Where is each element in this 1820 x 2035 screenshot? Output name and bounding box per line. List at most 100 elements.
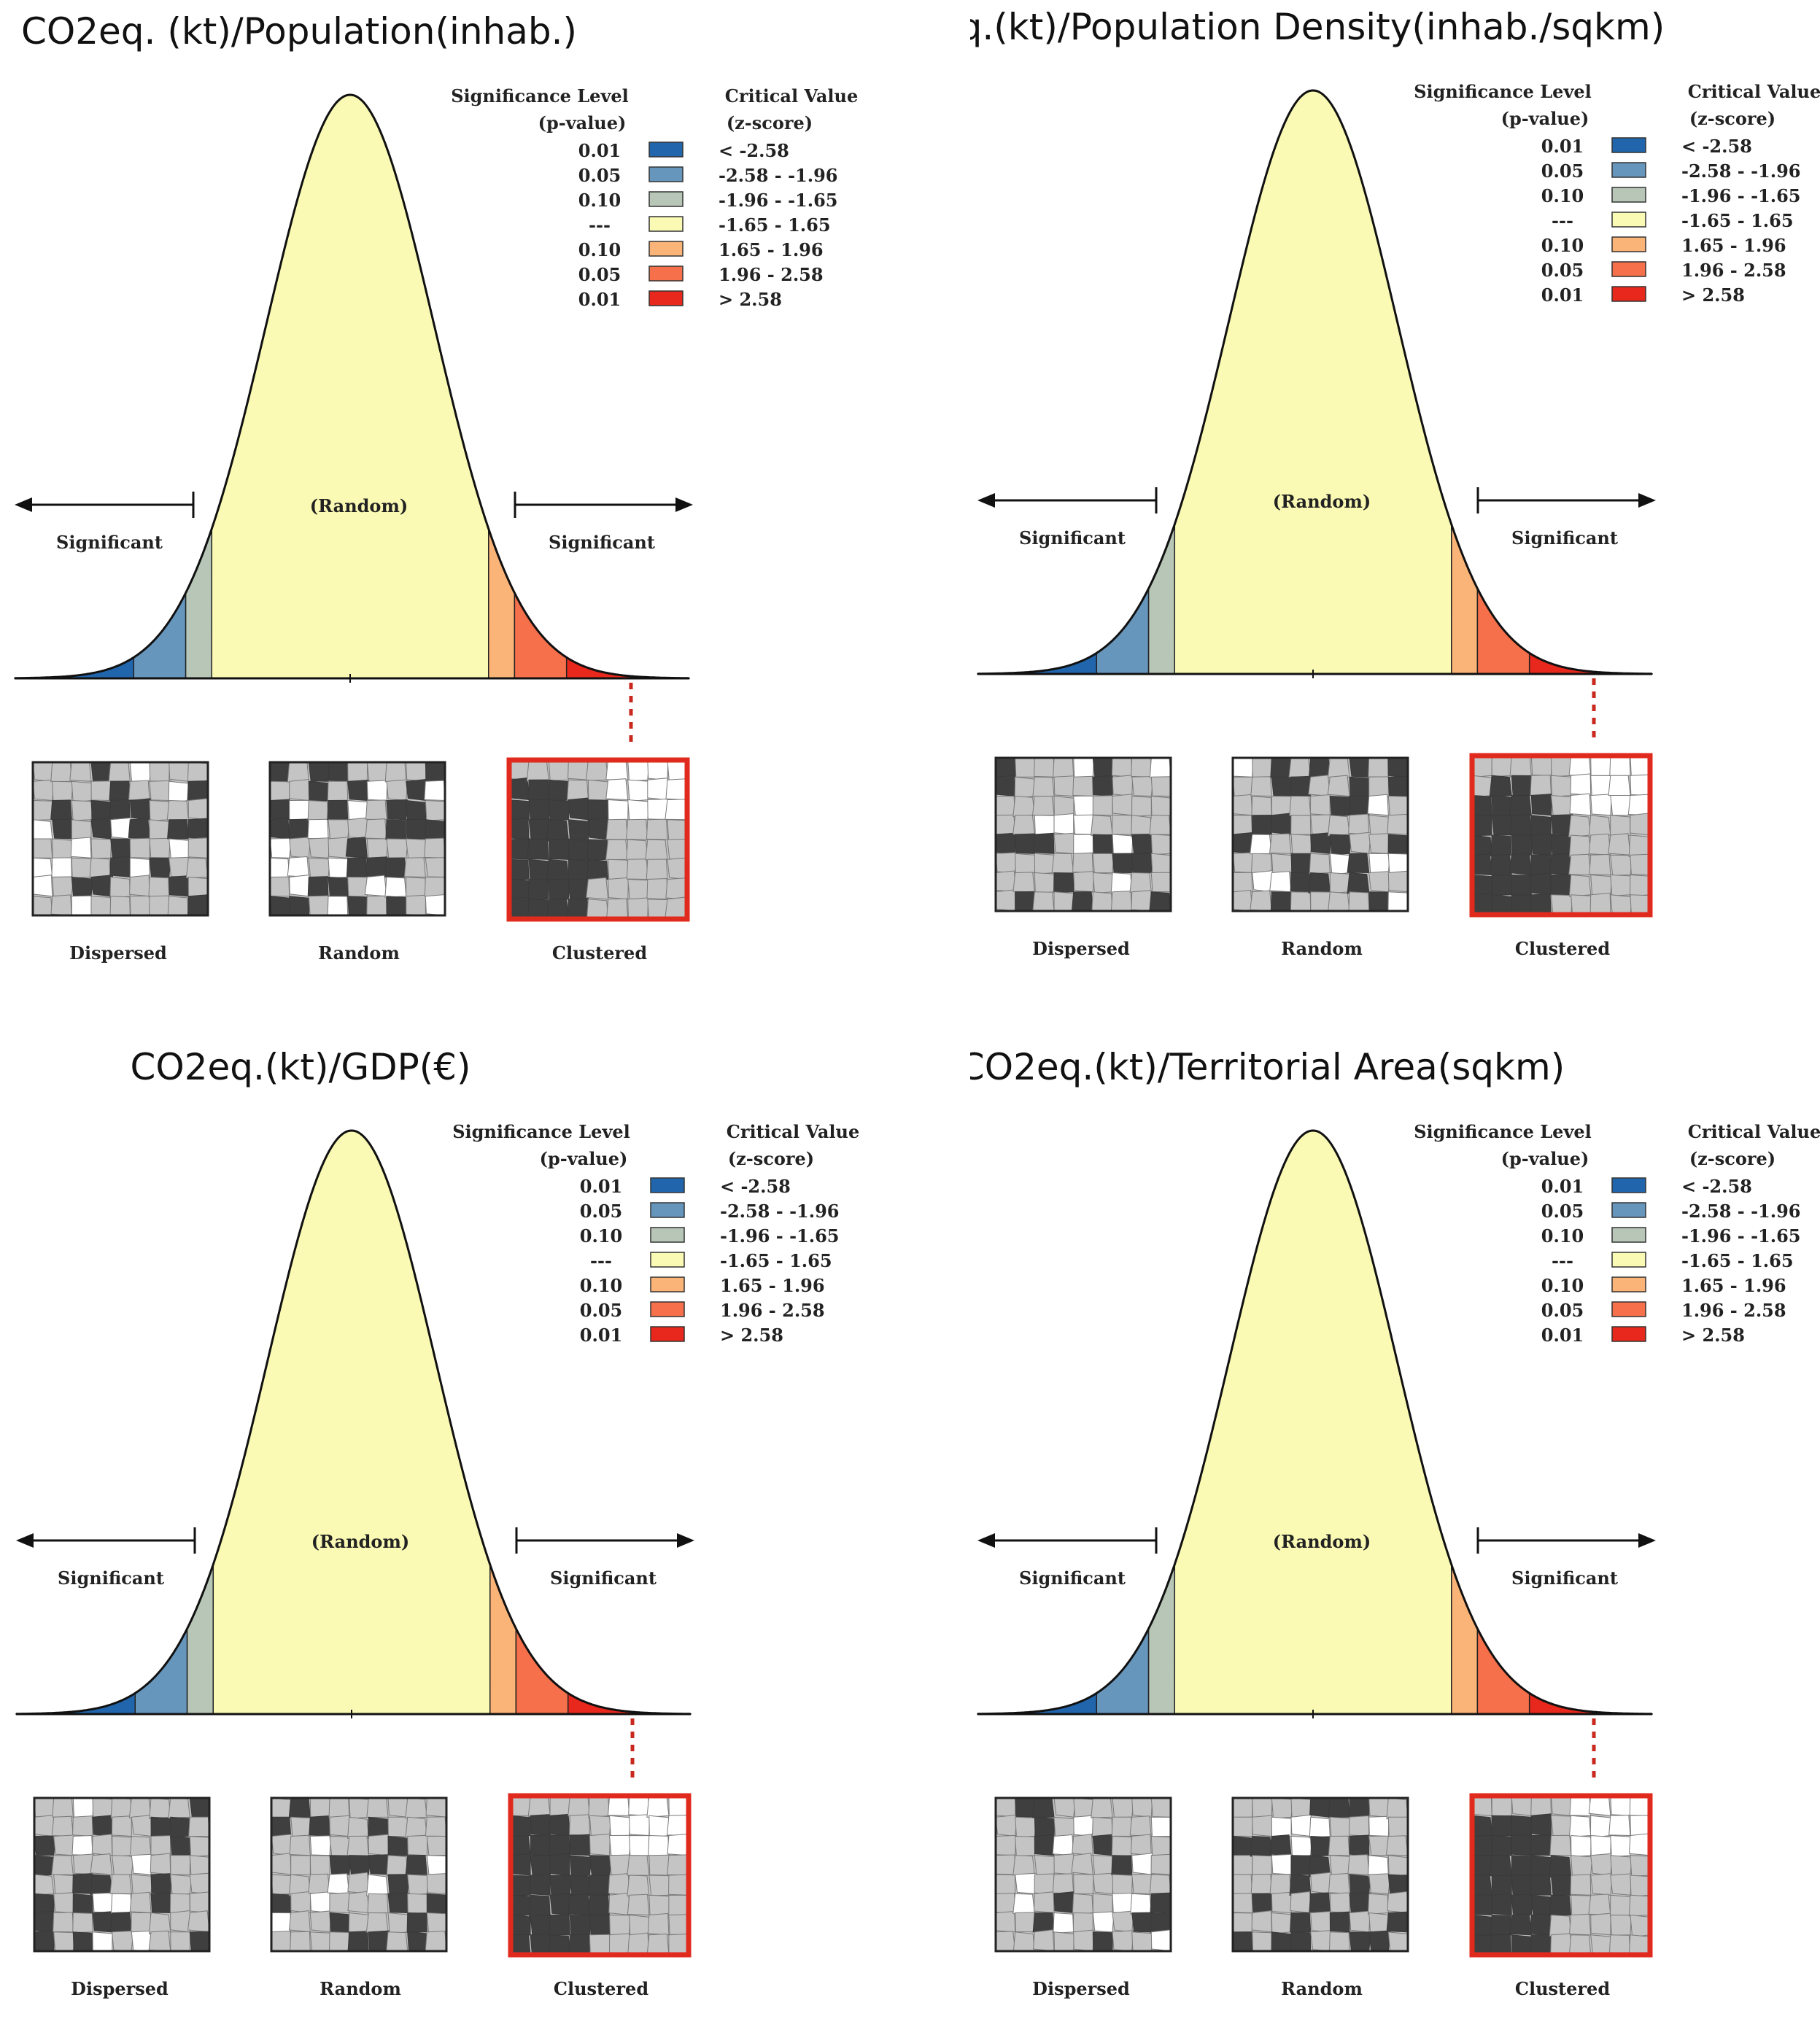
- map-polygon: [187, 761, 209, 783]
- legend-z-score: -1.65 - 1.65: [720, 1250, 832, 1271]
- map-polygon: [1368, 776, 1389, 797]
- map-polygon: [995, 795, 1016, 816]
- map-polygon: [425, 894, 446, 916]
- map-polygon: [527, 1795, 551, 1817]
- map-polygon: [387, 1835, 408, 1858]
- map-polygon: [34, 1855, 55, 1877]
- map-polygon: [1232, 1797, 1253, 1818]
- map-polygon: [1630, 853, 1651, 876]
- map-polygon: [1290, 853, 1312, 874]
- map-polygon: [129, 895, 151, 916]
- left-significance-arrow: [977, 1527, 1158, 1554]
- legend-row: 0.05 1.96 - 2.58: [578, 264, 824, 285]
- left-significance-arrow: [977, 487, 1158, 513]
- map-polygon: [328, 819, 350, 840]
- map-label-clustered: Clustered: [552, 942, 647, 964]
- map-polygon: [568, 858, 589, 881]
- map-polygon: [1252, 1797, 1273, 1818]
- map-polygon: [1349, 1931, 1371, 1952]
- map-polygon: [1310, 1835, 1332, 1857]
- map-polygon: [1367, 794, 1389, 816]
- map-polygon: [1129, 872, 1152, 893]
- map-polygon: [34, 1835, 56, 1856]
- map-polygon: [346, 1835, 369, 1856]
- legend-z-score: < -2.58: [1681, 1176, 1752, 1197]
- map-polygon: [170, 1855, 191, 1875]
- map-polygon: [1491, 755, 1512, 778]
- clustered-highlight-border: [508, 1793, 692, 1958]
- map-polygon: [1053, 872, 1074, 893]
- map-polygon: [345, 837, 368, 858]
- map-polygon: [1271, 813, 1292, 835]
- map-polygon: [347, 761, 368, 783]
- map-polygon: [526, 759, 549, 782]
- map-polygon: [629, 1834, 651, 1856]
- map-polygon: [290, 1931, 311, 1952]
- map-polygon: [1327, 757, 1350, 778]
- map-polygon: [1589, 853, 1611, 876]
- map-polygon: [648, 1815, 670, 1838]
- map-polygon: [1032, 795, 1055, 816]
- map-polygon: [1250, 1873, 1272, 1894]
- map-polygon: [646, 1933, 670, 1955]
- map-polygon: [665, 896, 688, 920]
- map-polygon: [1073, 1874, 1094, 1894]
- map-polygon: [1071, 891, 1093, 912]
- panel-graphic: CO2eq.(kt)/GDP(€): [15, 1046, 859, 1999]
- map-polygon: [1511, 1855, 1532, 1877]
- map-polygon: [1509, 852, 1532, 876]
- map-polygon: [1232, 794, 1253, 816]
- left-significance-arrow: [16, 1527, 196, 1554]
- right-significance-arrow: [514, 492, 693, 518]
- map-polygon: [1012, 814, 1035, 835]
- legend-row: --- -1.65 - 1.65: [1552, 210, 1793, 231]
- legend-z-score: 1.65 - 1.96: [1681, 1275, 1786, 1296]
- map-polygon: [1590, 755, 1611, 777]
- map-polygon: [289, 837, 311, 858]
- legend-z-score: > 2.58: [1681, 284, 1745, 306]
- map-polygon: [508, 759, 530, 780]
- map-polygon: [527, 779, 549, 801]
- legend-row: 0.01 > 2.58: [578, 289, 782, 310]
- legend-row: 0.10 1.65 - 1.96: [1541, 235, 1786, 256]
- map-polygon: [1091, 891, 1113, 912]
- legend-p-value: 0.10: [578, 190, 621, 211]
- map-polygon: [271, 1893, 293, 1915]
- map-polygon: [424, 780, 446, 802]
- map-polygon: [1053, 1891, 1075, 1914]
- map-polygon: [1290, 775, 1312, 797]
- map-polygon: [347, 779, 370, 802]
- map-polygon: [510, 1795, 531, 1816]
- normal-curve: [14, 93, 690, 683]
- map-polygon: [1309, 1797, 1331, 1818]
- legend-z-score: -1.96 - -1.65: [720, 1225, 840, 1247]
- map-polygon: [406, 894, 426, 916]
- map-polygon: [1271, 1912, 1293, 1934]
- map-polygon: [1033, 832, 1055, 854]
- map-polygon: [366, 856, 388, 878]
- map-polygon: [1015, 891, 1035, 912]
- legend-row: 0.05 1.96 - 2.58: [580, 1300, 825, 1321]
- map-polygon: [1131, 890, 1152, 912]
- map-polygon: [170, 1816, 190, 1838]
- map-polygon: [548, 1813, 570, 1837]
- map-polygon: [110, 1797, 132, 1819]
- map-polygon: [170, 1874, 193, 1896]
- map-polygon: [1530, 1855, 1552, 1878]
- map-polygon: [1349, 795, 1371, 817]
- map-polygon: [92, 1892, 115, 1914]
- map-polygon: [627, 1893, 650, 1916]
- map-polygon: [129, 761, 152, 783]
- significant-right-label: Significant: [550, 1567, 657, 1589]
- map-polygon: [1471, 1834, 1494, 1856]
- map-polygon: [309, 1931, 332, 1952]
- legend-p-value: 0.01: [580, 1325, 622, 1346]
- map-polygon: [52, 876, 74, 897]
- map-polygon: [90, 780, 112, 802]
- legend-p-value: 0.01: [580, 1176, 622, 1197]
- map-polygon: [1385, 1835, 1409, 1856]
- legend-z-score: > 2.58: [719, 289, 782, 310]
- map-polygon: [1250, 776, 1272, 797]
- map-polygon: [50, 761, 72, 783]
- map-polygon: [1569, 793, 1592, 816]
